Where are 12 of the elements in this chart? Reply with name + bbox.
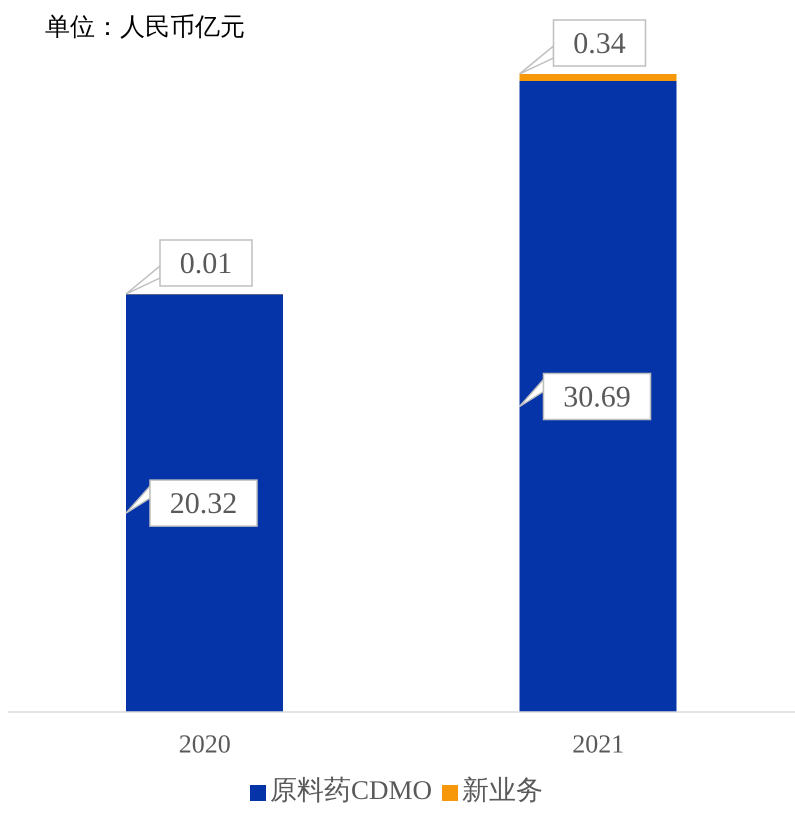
- data-label: 30.69: [563, 380, 631, 414]
- x-tick-label: 2021: [572, 729, 624, 758]
- text: 单位：人民币亿元: [45, 13, 245, 43]
- legend-label: 原料药CDMO: [270, 775, 432, 805]
- x-tick-label: 2020: [178, 729, 231, 758]
- bar: [126, 294, 283, 712]
- bar: [520, 80, 676, 712]
- legend-label: 新业务: [462, 775, 543, 805]
- data-label: 20.32: [170, 487, 238, 520]
- bar: [520, 74, 676, 81]
- data-label: 0.01: [180, 247, 232, 280]
- data-label: 0.34: [573, 27, 626, 60]
